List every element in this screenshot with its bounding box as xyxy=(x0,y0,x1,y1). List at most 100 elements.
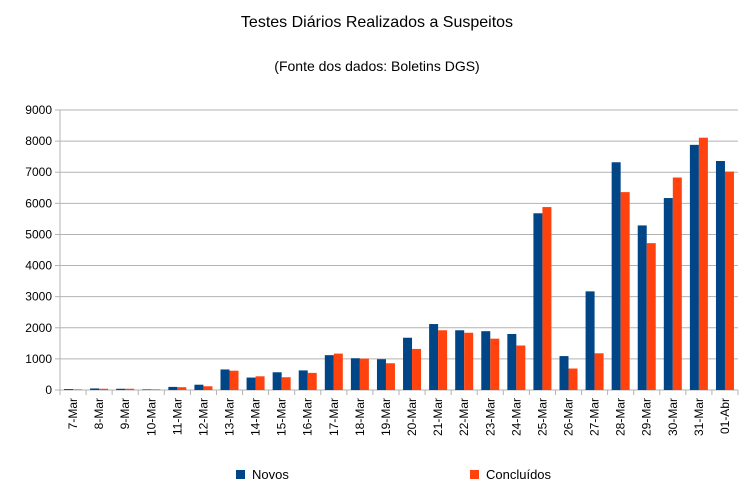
y-tick-label: 7000 xyxy=(25,165,52,179)
bar-novos xyxy=(220,369,230,390)
x-tick-label: 26-Mar xyxy=(562,398,576,436)
bar-novos xyxy=(194,384,204,390)
bar-concluidos xyxy=(672,177,682,390)
bar-concluidos xyxy=(203,386,213,390)
bar-novos xyxy=(116,388,126,390)
y-tick-label: 8000 xyxy=(25,134,52,148)
bar-concluidos xyxy=(594,353,604,390)
y-tick-label: 9000 xyxy=(25,103,52,117)
bar-concluidos xyxy=(698,137,708,390)
bar-concluidos xyxy=(490,338,500,390)
x-tick-label: 20-Mar xyxy=(405,398,419,436)
x-tick-label: 12-Mar xyxy=(196,398,210,436)
bar-concluidos xyxy=(229,370,239,390)
x-tick-label: 10-Mar xyxy=(144,398,158,436)
y-tick-label: 6000 xyxy=(25,196,52,210)
x-tick-label: 21-Mar xyxy=(431,398,445,436)
bar-concluidos xyxy=(307,372,317,390)
bars xyxy=(64,137,734,390)
x-tick-label: 14-Mar xyxy=(249,398,263,436)
bar-novos xyxy=(429,324,439,390)
bar-concluidos xyxy=(333,353,343,390)
x-tick-label: 11-Mar xyxy=(170,398,184,435)
bar-concluidos xyxy=(464,332,474,390)
x-tick-label: 25-Mar xyxy=(535,398,549,436)
x-tick-label: 28-Mar xyxy=(614,398,628,436)
y-tick-label: 1000 xyxy=(25,352,52,366)
bar-novos xyxy=(246,377,256,390)
bar-concluidos xyxy=(516,345,526,390)
x-tick-label: 15-Mar xyxy=(275,398,289,436)
bar-concluidos xyxy=(620,192,630,390)
legend-swatch xyxy=(236,470,245,479)
bar-concluidos xyxy=(412,348,422,390)
x-tick-label: 13-Mar xyxy=(223,398,237,436)
x-tick-label: 29-Mar xyxy=(640,398,654,436)
x-tick-label: 7-Mar xyxy=(66,398,80,429)
chart-title: Testes Diários Realizados a Suspeitos xyxy=(240,14,514,31)
bar-concluidos xyxy=(177,387,187,390)
x-tick-label: 01-Abr xyxy=(718,398,732,434)
bar-novos xyxy=(559,356,569,390)
bar-concluidos xyxy=(255,376,265,390)
legend-swatch xyxy=(470,470,479,479)
x-tick-label: 27-Mar xyxy=(588,398,602,436)
bar-novos xyxy=(507,334,517,390)
y-tick-label: 3000 xyxy=(25,290,52,304)
x-tick-label: 9-Mar xyxy=(118,398,132,429)
bar-novos xyxy=(168,386,178,390)
bar-novos xyxy=(637,225,647,390)
bar-novos xyxy=(376,359,386,390)
bar-novos xyxy=(64,389,74,390)
bar-novos xyxy=(324,355,334,390)
bar-novos xyxy=(403,337,413,390)
bar-novos xyxy=(585,291,595,390)
y-tick-label: 2000 xyxy=(25,321,52,335)
bar-concluidos xyxy=(73,389,83,390)
y-tick-label: 0 xyxy=(45,383,52,397)
bar-concluidos xyxy=(542,207,552,390)
bar-concluidos xyxy=(568,368,578,390)
bar-novos xyxy=(350,358,360,390)
bar-novos xyxy=(298,370,308,390)
bar-novos xyxy=(611,162,621,390)
bar-concluidos xyxy=(99,388,109,390)
bar-novos xyxy=(481,331,491,390)
bar-novos xyxy=(533,213,543,390)
bar-novos xyxy=(90,388,100,390)
bar-novos xyxy=(455,330,465,390)
x-tick-label: 19-Mar xyxy=(379,398,393,436)
y-tick-label: 4000 xyxy=(25,259,52,273)
x-tick-label: 22-Mar xyxy=(457,398,471,436)
x-tick-label: 18-Mar xyxy=(353,398,367,436)
bar-concluidos xyxy=(646,243,656,390)
x-tick-label: 24-Mar xyxy=(509,398,523,436)
bar-novos xyxy=(689,144,699,390)
x-axis-ticks: 7-Mar 8-Mar 9-Mar 10-Mar 11-Mar 12-Mar 13-Mar 1… xyxy=(66,398,732,436)
x-tick-label: 23-Mar xyxy=(483,398,497,436)
x-tick-label: 31-Mar xyxy=(692,398,706,436)
x-tick-label: 16-Mar xyxy=(301,398,315,436)
bar-novos xyxy=(142,389,152,390)
bar-novos xyxy=(663,198,673,390)
chart-subtitle: (Fonte dos dados: Boletins DGS) xyxy=(274,58,480,74)
bar-concluidos xyxy=(724,171,734,390)
bar-novos xyxy=(272,372,282,390)
bar-concluidos xyxy=(359,358,369,390)
bar-concluidos xyxy=(125,388,135,390)
grid-lines xyxy=(55,109,739,395)
legend-label: Novos xyxy=(252,467,289,482)
bar-concluidos xyxy=(385,363,395,390)
legend-label: Concluídos xyxy=(486,467,552,482)
y-tick-label: 5000 xyxy=(25,227,52,241)
x-tick-label: 30-Mar xyxy=(666,398,680,436)
x-tick-label: 8-Mar xyxy=(92,398,106,429)
bar-concluidos xyxy=(281,377,291,390)
bar-concluidos xyxy=(438,330,448,390)
legend: Novos Concluídos xyxy=(236,467,552,482)
bar-novos xyxy=(715,161,725,390)
x-tick-label: 17-Mar xyxy=(327,398,341,436)
y-axis-ticks: 0 1000 2000 3000 4000 5000 6000 7000 8000 9000 xyxy=(25,103,52,397)
bar-concluidos xyxy=(151,389,161,390)
